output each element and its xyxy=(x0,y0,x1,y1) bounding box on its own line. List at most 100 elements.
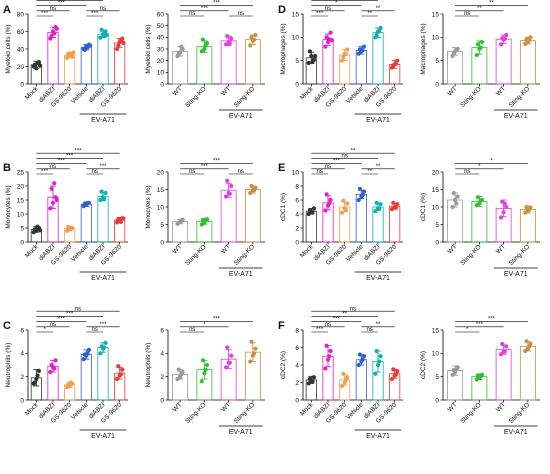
panel-letter: A xyxy=(3,4,11,16)
x-tick-label: Sting-KO xyxy=(459,85,483,109)
mean-bar xyxy=(97,347,109,401)
data-point xyxy=(121,216,126,221)
data-point xyxy=(35,373,40,378)
data-point xyxy=(68,380,73,385)
data-point xyxy=(478,374,483,379)
data-point xyxy=(199,379,204,384)
data-point xyxy=(251,188,257,193)
significance-label: *** xyxy=(201,6,209,12)
data-point xyxy=(307,49,313,54)
y-tick-label: 0 xyxy=(160,239,164,246)
y-tick-label: 4 xyxy=(160,351,164,358)
data-point xyxy=(345,201,350,206)
x-tick-label: Vehicle xyxy=(70,85,90,105)
data-point xyxy=(361,354,367,359)
x-tick-label: WT xyxy=(171,401,183,413)
data-point xyxy=(114,376,120,382)
y-tick-label: 8 xyxy=(295,183,299,190)
data-point xyxy=(118,219,123,224)
data-point xyxy=(223,365,229,370)
significance-label: *** xyxy=(58,1,66,7)
significance-label: *** xyxy=(99,322,107,328)
data-point xyxy=(502,36,507,41)
y-tick-label: 60 xyxy=(17,29,25,36)
significance-label: ns xyxy=(50,164,56,170)
significance-label: *** xyxy=(341,0,349,2)
x-tick-label: Sting-KO xyxy=(184,85,208,109)
significance-label: *** xyxy=(41,11,49,17)
significance-label: *** xyxy=(316,11,324,17)
data-point xyxy=(104,32,109,38)
data-point xyxy=(502,349,507,354)
data-point xyxy=(500,341,505,347)
data-point xyxy=(121,40,126,45)
data-point xyxy=(310,379,315,384)
significance-label: ** xyxy=(367,11,372,17)
data-point xyxy=(374,200,379,205)
y-tick-label: 15 xyxy=(432,187,440,194)
group-label: EV-A71 xyxy=(229,271,253,278)
panel-letter: F xyxy=(278,320,285,332)
significance-label: *** xyxy=(476,322,484,328)
data-point xyxy=(309,53,314,59)
y-tick-label: 0 xyxy=(160,397,164,404)
significance-label: *** xyxy=(58,317,66,323)
x-tick-label: WT xyxy=(171,243,183,255)
data-point xyxy=(176,367,181,372)
data-point xyxy=(225,34,230,39)
y-axis-label: Macrophages (%) xyxy=(280,23,287,74)
data-point xyxy=(377,206,382,211)
data-point xyxy=(176,51,181,56)
significance-label: ns xyxy=(189,11,195,17)
group-label: EV-A71 xyxy=(366,117,390,124)
data-point xyxy=(225,345,230,350)
data-point xyxy=(378,202,383,207)
data-point xyxy=(451,51,456,56)
group-label: EV-A71 xyxy=(229,429,253,436)
significance-label: *** xyxy=(213,1,221,7)
data-point xyxy=(327,201,332,206)
mean-bar xyxy=(220,40,237,85)
x-tick-label: Vehicle xyxy=(70,243,90,263)
y-tick-label: 0 xyxy=(295,81,299,88)
mean-bar xyxy=(495,349,512,401)
significance-label: *** xyxy=(213,317,221,323)
significance-label: * xyxy=(466,327,469,333)
significance-label: ** xyxy=(489,1,494,7)
data-point xyxy=(373,209,378,214)
y-tick-label: 15 xyxy=(432,11,440,18)
data-point xyxy=(357,186,363,191)
data-point xyxy=(526,207,532,212)
y-tick-label: 20 xyxy=(157,58,165,65)
y-tick-label: 5 xyxy=(435,58,439,65)
x-tick-label: Sting-KO xyxy=(184,401,208,425)
y-tick-label: 0 xyxy=(160,81,164,88)
data-point xyxy=(52,366,57,371)
data-point xyxy=(98,351,103,356)
data-point xyxy=(54,26,59,31)
data-point xyxy=(249,339,254,344)
y-tick-label: 0 xyxy=(295,397,299,404)
significance-label: ** xyxy=(376,322,381,328)
group-label: EV-A71 xyxy=(91,275,115,282)
y-tick-label: 50 xyxy=(157,23,165,30)
data-point xyxy=(450,204,455,210)
y-tick-label: 20 xyxy=(432,169,440,176)
significance-label: * xyxy=(43,327,46,333)
data-point xyxy=(311,375,317,380)
y-tick-label: 6 xyxy=(160,327,164,334)
significance-label: ** xyxy=(376,164,381,170)
data-point xyxy=(49,186,54,191)
data-point xyxy=(179,44,184,49)
data-point xyxy=(203,217,208,223)
data-point xyxy=(103,29,108,34)
data-point xyxy=(118,38,123,43)
data-point xyxy=(526,344,532,349)
data-point xyxy=(200,358,206,363)
data-point xyxy=(454,201,459,206)
significance-label: ns xyxy=(464,11,470,17)
y-axis-label: Neutrophils (%) xyxy=(145,343,152,388)
data-point xyxy=(88,43,93,48)
